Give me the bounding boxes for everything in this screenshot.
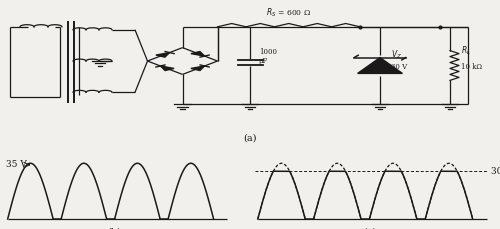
Polygon shape: [358, 57, 403, 74]
Text: $V_Z$: $V_Z$: [391, 48, 402, 61]
Text: 35 V: 35 V: [6, 161, 26, 169]
Text: 10 kΩ: 10 kΩ: [461, 63, 482, 71]
Polygon shape: [191, 66, 204, 71]
Polygon shape: [160, 66, 174, 71]
Text: $R_L$: $R_L$: [461, 44, 471, 57]
Text: (a): (a): [243, 134, 257, 143]
Polygon shape: [156, 53, 170, 57]
Text: (c): (c): [363, 227, 376, 229]
Text: 1000
μF: 1000 μF: [259, 48, 277, 65]
Text: 30 V: 30 V: [391, 63, 407, 71]
Text: $R_S$ = 600 Ω: $R_S$ = 600 Ω: [266, 6, 312, 19]
Text: 30 V: 30 V: [491, 167, 500, 176]
Polygon shape: [191, 52, 204, 56]
Text: (b): (b): [108, 227, 122, 229]
